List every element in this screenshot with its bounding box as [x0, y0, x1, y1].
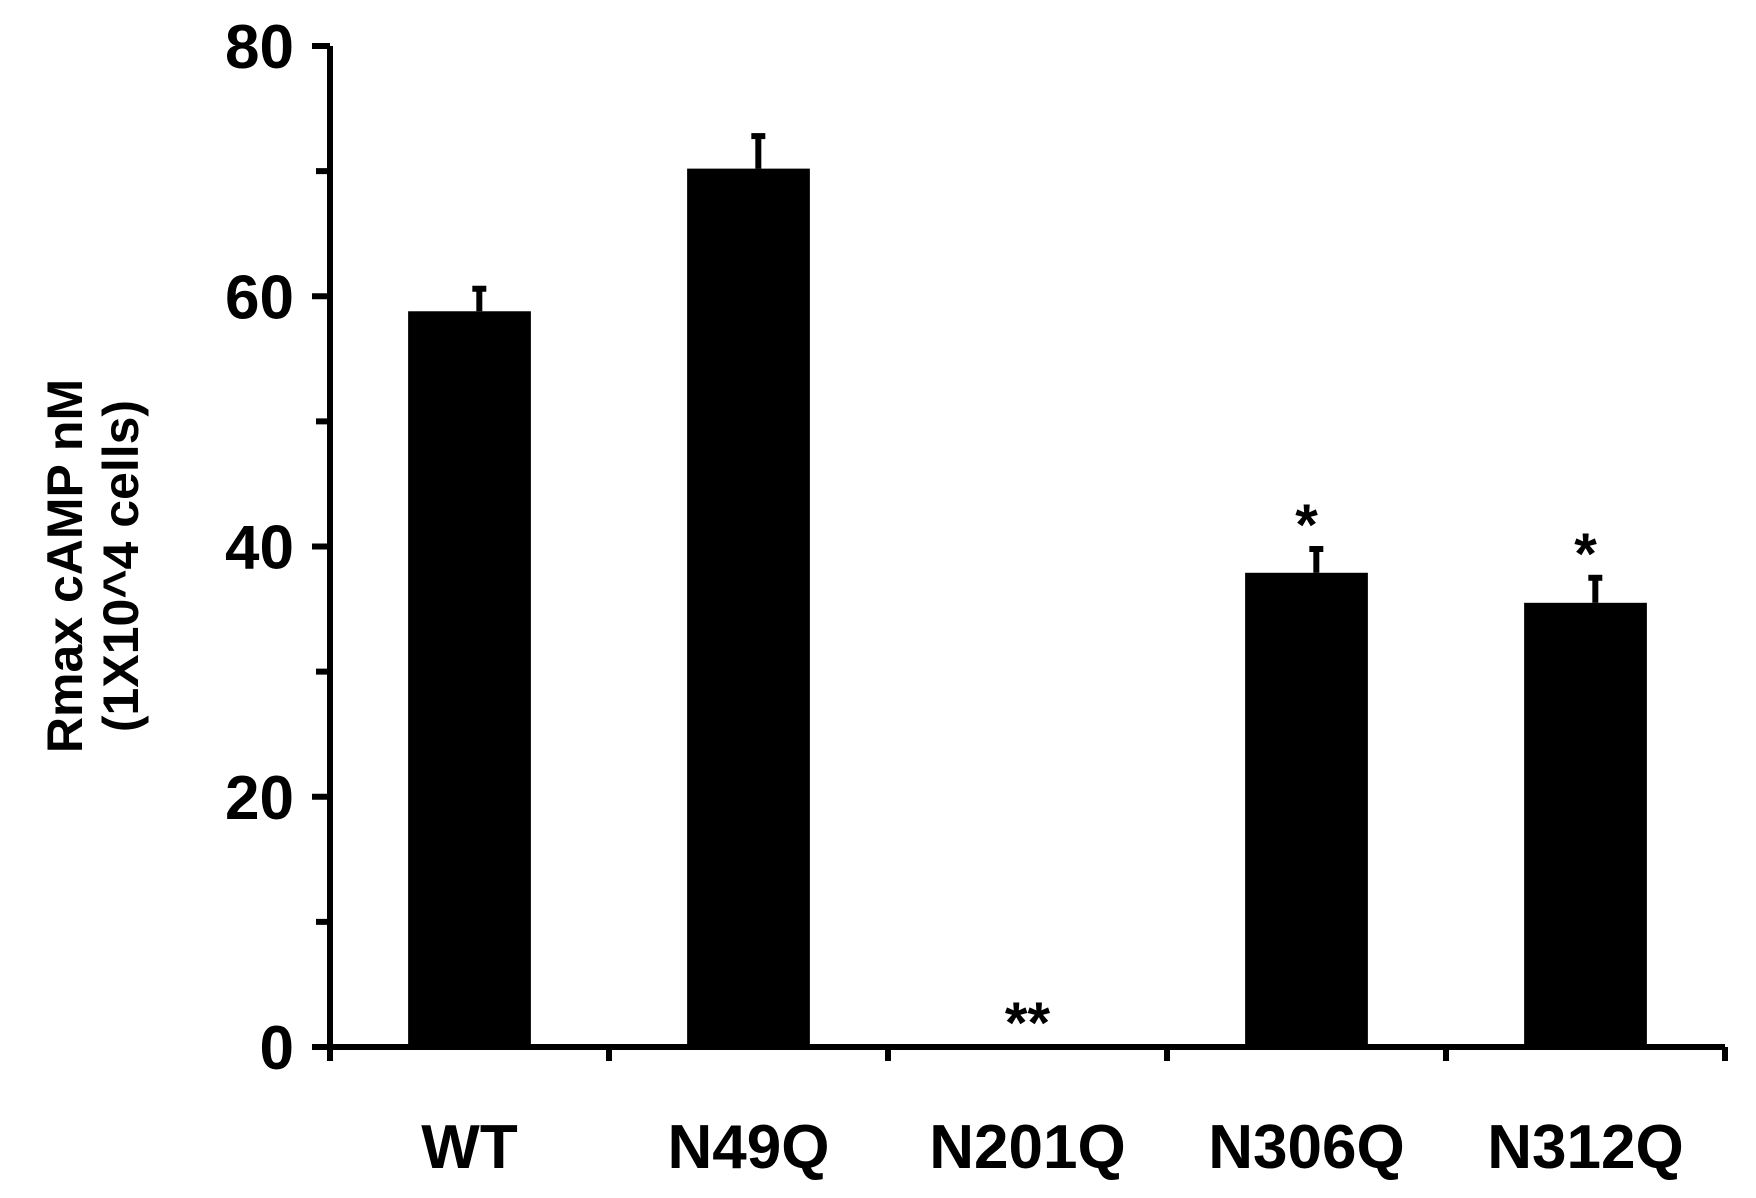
y-axis-title-line2: (1X10^4 cells): [93, 400, 149, 732]
x-tick-label-wt: WT: [421, 1113, 518, 1182]
y-axis-title-line1: Rmax cAMP nM: [37, 379, 93, 753]
x-tick-label-n49q: N49Q: [668, 1113, 830, 1182]
error-bar-n306q: [1309, 546, 1324, 573]
x-tick-label-n201q: N201Q: [929, 1113, 1125, 1182]
bar-n306q: [1245, 572, 1368, 1047]
bar-n312q: [1524, 602, 1647, 1047]
y-tick-label-0: 0: [260, 1014, 294, 1083]
y-tick-label-60: 60: [225, 263, 294, 332]
significance-mark-n306q: *: [1295, 493, 1318, 558]
error-bars-group: [472, 133, 1603, 603]
bar-wt: [408, 311, 531, 1047]
y-tick-label-80: 80: [225, 13, 294, 82]
y-axis-title: Rmax cAMP nM (1X10^4 cells): [37, 379, 149, 753]
bar-n49q: [687, 168, 810, 1047]
error-bar-wt: [472, 285, 487, 312]
y-tick-label-20: 20: [225, 764, 294, 833]
error-bar-n49q: [751, 133, 766, 169]
x-ticks-group: [327, 1047, 1728, 1061]
y-tick-label-40: 40: [225, 514, 294, 583]
x-tick-labels-group: WT N49Q N201Q N306Q N312Q: [421, 1113, 1683, 1182]
x-tick-label-n312q: N312Q: [1487, 1113, 1683, 1182]
bars-group: [408, 168, 1647, 1047]
x-tick-label-n306q: N306Q: [1208, 1113, 1404, 1182]
error-bar-n312q: [1588, 574, 1603, 603]
y-ticks-group: 0 20 40 60 80: [225, 13, 330, 1083]
significance-mark-n312q: *: [1574, 522, 1597, 587]
axes-group: [327, 46, 1725, 1050]
